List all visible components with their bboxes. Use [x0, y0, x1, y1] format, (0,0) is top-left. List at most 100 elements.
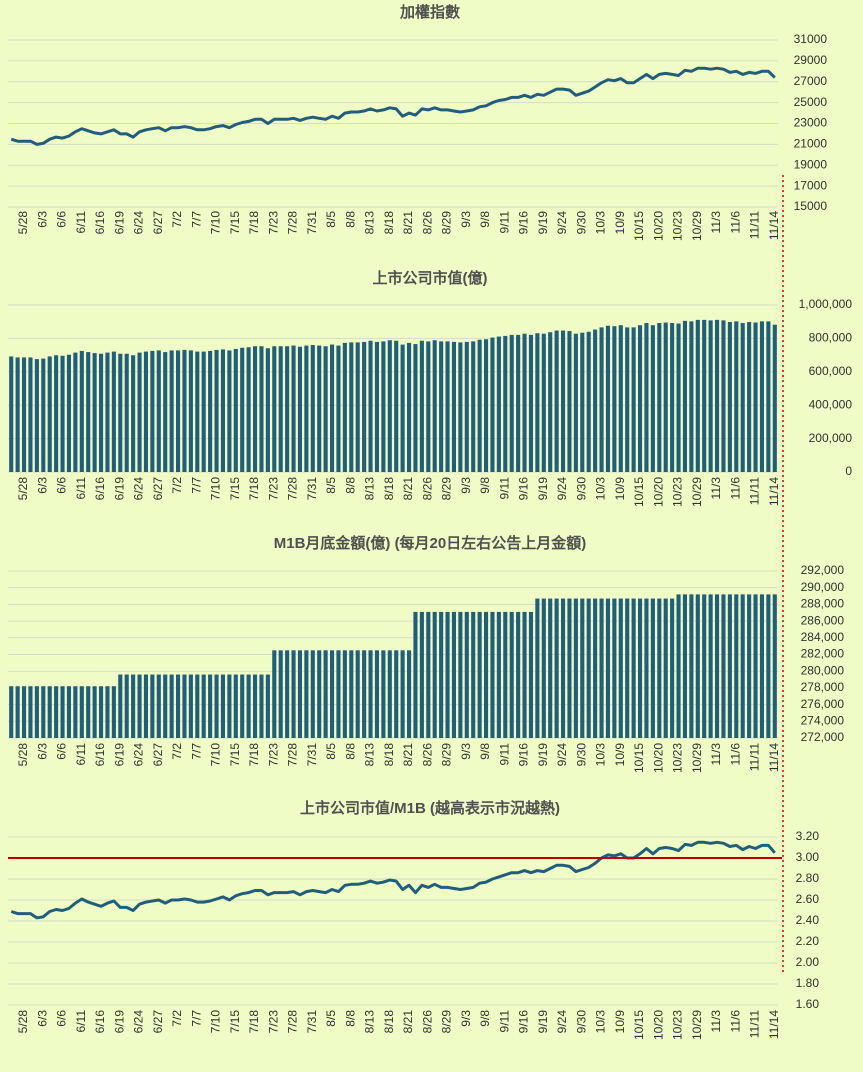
- x-tick-label: 9/30: [574, 211, 588, 235]
- bar: [195, 351, 200, 472]
- x-tick-label: 6/6: [55, 211, 69, 228]
- bar: [419, 611, 424, 738]
- x-tick-label: 6/6: [55, 743, 69, 760]
- bar: [586, 331, 591, 472]
- y-tick-label: 1,000,000: [799, 297, 853, 311]
- bar: [535, 598, 540, 738]
- x-tick-label: 7/7: [189, 211, 203, 228]
- x-tick-label: 7/7: [189, 477, 203, 494]
- bar: [150, 674, 155, 738]
- bar: [336, 345, 341, 472]
- bar: [644, 323, 649, 472]
- x-tick-label: 8/13: [363, 211, 377, 235]
- x-tick-label: 10/29: [690, 477, 704, 507]
- bar: [317, 650, 322, 738]
- x-tick-label: 10/20: [651, 743, 665, 773]
- x-tick-label: 8/29: [440, 211, 454, 235]
- x-tick-label: 10/15: [632, 477, 646, 507]
- bar: [214, 349, 219, 472]
- bar: [169, 350, 174, 472]
- bar: [285, 650, 290, 738]
- x-tick-label: 10/23: [671, 743, 685, 773]
- bar: [175, 674, 181, 738]
- y-tick-label: 15000: [794, 199, 828, 213]
- bar: [362, 341, 367, 472]
- x-tick-label: 9/19: [536, 1010, 550, 1034]
- bar: [252, 674, 258, 738]
- bar: [246, 674, 251, 738]
- x-tick-label: 6/19: [112, 211, 126, 235]
- bar: [528, 611, 534, 738]
- bar: [496, 611, 501, 738]
- bar: [695, 594, 700, 738]
- bar: [105, 686, 110, 738]
- bar: [368, 650, 373, 738]
- x-tick-label: 6/6: [55, 1010, 69, 1027]
- bar: [233, 348, 238, 472]
- bar: [362, 650, 367, 738]
- x-tick-label: 6/19: [112, 1010, 126, 1034]
- bar: [714, 594, 720, 738]
- x-tick-label: 9/3: [459, 1010, 473, 1027]
- bar: [259, 346, 264, 472]
- x-tick-label: 8/18: [382, 477, 396, 501]
- bar: [522, 333, 527, 472]
- bar: [34, 359, 39, 472]
- bar: [60, 355, 65, 472]
- x-tick-label: 9/8: [478, 477, 492, 494]
- bar: [503, 611, 508, 738]
- x-tick-label: 11/6: [728, 743, 742, 766]
- bar: [323, 346, 328, 472]
- x-tick-label: 11/11: [748, 211, 762, 240]
- y-tick-label: 19000: [794, 157, 828, 171]
- x-tick-label: 8/18: [382, 1010, 396, 1034]
- bar: [605, 598, 611, 738]
- x-tick-label: 10/9: [613, 743, 627, 767]
- chart-title: 上市公司市值(億): [373, 269, 488, 287]
- bar: [246, 347, 251, 472]
- x-tick-label: 7/2: [170, 1010, 184, 1027]
- bar: [567, 331, 572, 472]
- bar: [297, 346, 303, 472]
- x-tick-label: 9/24: [555, 211, 569, 235]
- bar: [92, 353, 97, 472]
- y-tick-label: 3.20: [796, 829, 820, 843]
- bar: [317, 345, 322, 472]
- bar: [156, 350, 161, 472]
- bar: [747, 322, 752, 472]
- bar: [28, 357, 33, 472]
- bar: [304, 345, 309, 472]
- bar: [54, 355, 59, 472]
- x-tick-label: 9/11: [497, 211, 511, 234]
- x-tick-label: 10/15: [632, 1010, 646, 1040]
- bar: [708, 320, 713, 472]
- bar: [73, 352, 78, 472]
- bar: [201, 351, 206, 472]
- x-tick-label: 10/29: [690, 211, 704, 241]
- bar: [451, 341, 457, 472]
- bar: [413, 344, 418, 472]
- bar: [208, 350, 213, 472]
- bar: [15, 686, 20, 738]
- bar: [41, 358, 46, 472]
- x-tick-label: 7/10: [209, 1010, 223, 1034]
- bar: [272, 346, 277, 472]
- x-tick-label: 7/23: [266, 211, 280, 235]
- bar: [631, 327, 636, 472]
- x-tick-label: 11/6: [728, 211, 742, 234]
- x-tick-label: 7/18: [247, 477, 261, 501]
- bar: [195, 674, 200, 738]
- x-tick-label: 11/6: [728, 477, 742, 500]
- x-tick-label: 9/30: [574, 477, 588, 501]
- bar: [702, 594, 707, 738]
- bar: [721, 594, 726, 738]
- x-tick-label: 8/8: [343, 1010, 357, 1027]
- x-tick-label: 10/20: [651, 211, 665, 241]
- bar: [721, 320, 726, 472]
- x-tick-label: 9/16: [517, 477, 531, 501]
- x-tick-label: 9/30: [574, 1010, 588, 1034]
- y-tick-label: 400,000: [809, 397, 853, 411]
- x-tick-label: 8/8: [343, 211, 357, 228]
- x-tick-label: 8/29: [440, 1010, 454, 1034]
